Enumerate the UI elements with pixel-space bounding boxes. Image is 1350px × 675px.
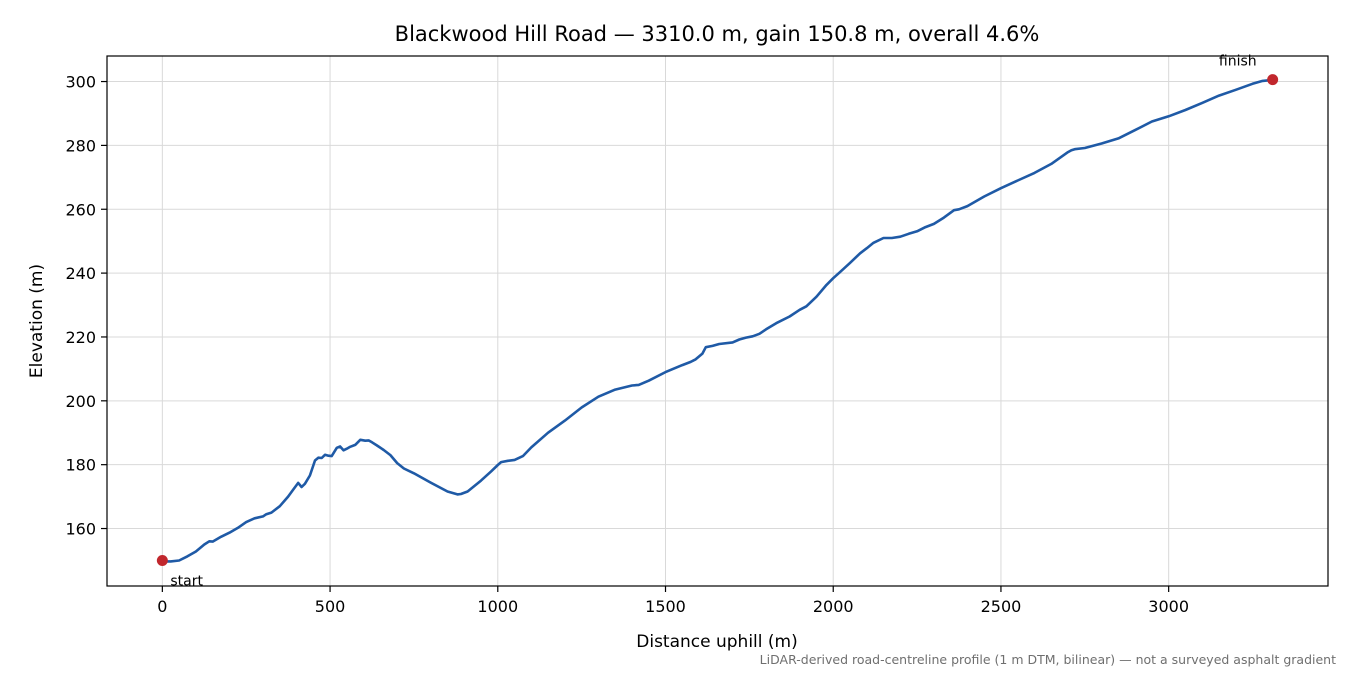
y-tick-label: 160 <box>65 520 96 539</box>
line-layer <box>161 78 1274 563</box>
x-axis-label: Distance uphill (m) <box>636 632 797 652</box>
chart-title: Blackwood Hill Road — 3310.0 m, gain 150… <box>395 22 1040 46</box>
x-tick-label: 2500 <box>981 597 1022 616</box>
y-tick-label: 260 <box>65 200 96 219</box>
y-tick-label: 200 <box>65 392 96 411</box>
y-tick-label: 180 <box>65 456 96 475</box>
y-tick-label: 280 <box>65 136 96 155</box>
x-tick-label: 500 <box>315 597 346 616</box>
x-tick-label: 3000 <box>1148 597 1189 616</box>
y-axis-label: Elevation (m) <box>27 264 47 378</box>
finish-label: finish <box>1219 54 1257 70</box>
start-marker <box>156 554 168 566</box>
y-tick-label: 240 <box>65 264 96 283</box>
tick-layer: 0 500 1000 1500 2000 2500 3000 160 180 200 220 240 2… <box>65 73 1189 616</box>
y-tick-label: 300 <box>65 73 96 92</box>
chart-footnote: LiDAR-derived road-centreline profile (1… <box>760 652 1336 667</box>
x-tick-label: 1500 <box>645 597 686 616</box>
grid-layer <box>107 56 1328 586</box>
start-label: start <box>170 573 203 589</box>
y-tick-label: 220 <box>65 328 96 347</box>
x-tick-label: 2000 <box>813 597 854 616</box>
x-tick-label: 1000 <box>477 597 518 616</box>
plot-frame <box>106 55 1329 587</box>
finish-marker <box>1267 74 1279 86</box>
x-tick-label: 0 <box>157 597 167 616</box>
elevation-profile-line <box>161 78 1274 563</box>
